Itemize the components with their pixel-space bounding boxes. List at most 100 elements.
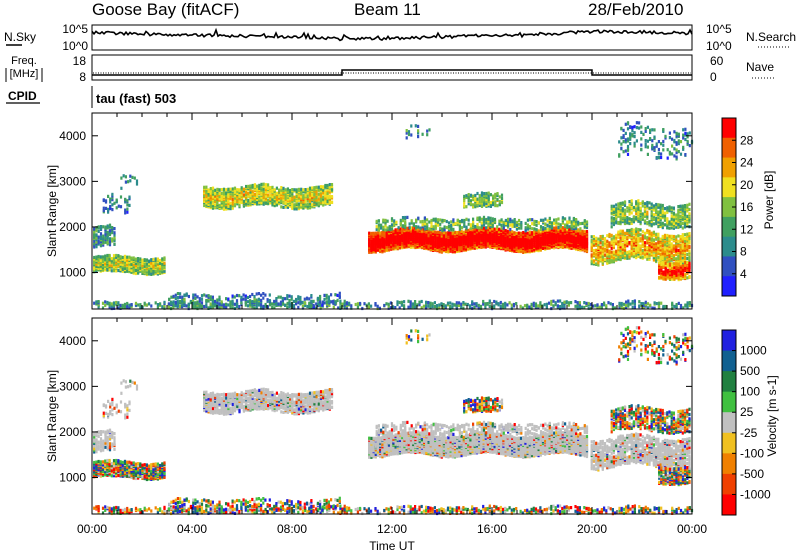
echo-cell xyxy=(635,238,638,242)
echo-cell xyxy=(256,194,259,198)
echo-cell xyxy=(128,203,131,207)
echo-cell xyxy=(115,253,118,258)
echo-cell xyxy=(289,204,292,208)
echo-cell xyxy=(672,234,675,239)
echo-cell xyxy=(476,197,479,201)
echo-cell xyxy=(617,230,620,234)
echo-cell xyxy=(113,236,116,240)
echo-cell xyxy=(601,234,604,238)
noise-tick-bottom-right: 10^0 xyxy=(706,39,732,53)
echo-cell xyxy=(637,243,640,247)
echo-cell xyxy=(628,221,631,226)
echo-cell xyxy=(131,175,134,179)
echo-cell xyxy=(211,186,215,190)
echo-cell xyxy=(668,220,671,224)
echo-cell xyxy=(439,222,442,226)
echo-cell xyxy=(630,218,633,222)
echo-cell xyxy=(291,188,294,192)
echo-cell xyxy=(245,195,248,199)
echo-cell xyxy=(372,231,375,235)
echo-cell xyxy=(639,233,642,237)
echo-cell xyxy=(209,187,212,191)
echo-cell xyxy=(476,222,479,227)
echo-cell xyxy=(152,257,155,261)
echo-cell xyxy=(451,231,454,235)
echo-cell xyxy=(615,239,618,243)
echo-cell xyxy=(401,219,405,223)
echo-cell xyxy=(610,219,613,223)
echo-cell xyxy=(109,197,112,201)
echo-cell xyxy=(388,225,391,229)
echo-cell xyxy=(111,237,114,241)
echo-cell xyxy=(141,265,144,269)
echo-cell xyxy=(405,226,408,230)
echo-cell xyxy=(425,245,428,249)
echo-cell xyxy=(203,185,206,189)
echo-cell xyxy=(130,262,133,266)
echo-cell xyxy=(485,217,488,222)
echo-cell xyxy=(211,204,215,208)
echo-cell xyxy=(110,264,113,268)
echo-cell xyxy=(544,222,547,226)
echo-cell xyxy=(392,234,395,238)
echo-cell xyxy=(688,249,691,253)
echo-cell xyxy=(498,222,501,226)
echo-cell xyxy=(603,257,607,261)
echo-cell xyxy=(273,204,276,208)
echo-cell xyxy=(533,219,536,223)
echo-cell xyxy=(247,194,250,198)
echo-cell xyxy=(661,234,664,239)
echo-cell xyxy=(108,237,112,241)
echo-cell xyxy=(639,217,642,221)
echo-cell xyxy=(273,191,276,195)
echo-cell xyxy=(291,194,294,198)
echo-cell xyxy=(211,198,215,202)
echo-cell xyxy=(679,221,682,226)
echo-cell xyxy=(291,201,294,206)
echo-cell xyxy=(405,239,408,243)
echo-cell xyxy=(315,192,318,196)
echo-cell xyxy=(99,225,103,229)
echo-cell xyxy=(293,195,296,199)
echo-cell xyxy=(430,218,433,223)
echo-cell xyxy=(675,257,678,261)
echo-cell xyxy=(383,230,386,234)
echo-cell xyxy=(482,215,486,219)
echo-cell xyxy=(104,234,107,238)
echo-cell xyxy=(474,225,477,229)
echo-cell xyxy=(659,203,662,207)
echo-cell xyxy=(465,194,468,198)
freq-tick-top: 18 xyxy=(73,54,87,68)
echo-cell xyxy=(269,190,272,194)
echo-cell xyxy=(491,224,494,228)
echo-cell xyxy=(386,219,389,223)
echo-cell xyxy=(441,218,444,222)
echo-cell xyxy=(610,216,613,220)
echo-cell xyxy=(375,225,378,229)
echo-cell xyxy=(396,227,399,232)
echo-cell xyxy=(506,229,509,233)
echo-cell xyxy=(487,216,490,220)
echo-cell xyxy=(401,226,404,230)
echo-cell xyxy=(434,230,437,234)
echo-cell xyxy=(295,188,298,192)
echo-cell xyxy=(293,188,296,192)
echo-cell xyxy=(643,212,647,216)
echo-cell xyxy=(555,226,558,230)
echo-cell xyxy=(630,199,633,203)
echo-cell xyxy=(134,257,137,261)
echo-cell xyxy=(555,221,558,225)
echo-cell xyxy=(390,233,393,237)
echo-cell xyxy=(504,218,507,223)
echo-cell xyxy=(304,200,307,204)
echo-cell xyxy=(439,226,442,230)
echo-cell xyxy=(531,222,534,226)
echo-cell xyxy=(220,191,223,195)
nave-tick-bottom: 0 xyxy=(710,70,717,84)
echo-cell xyxy=(104,262,107,266)
echo-cell xyxy=(546,219,549,223)
echo-cell xyxy=(315,198,318,202)
echo-cell xyxy=(311,192,314,196)
echo-cell xyxy=(203,196,206,200)
echo-cell xyxy=(652,254,655,258)
